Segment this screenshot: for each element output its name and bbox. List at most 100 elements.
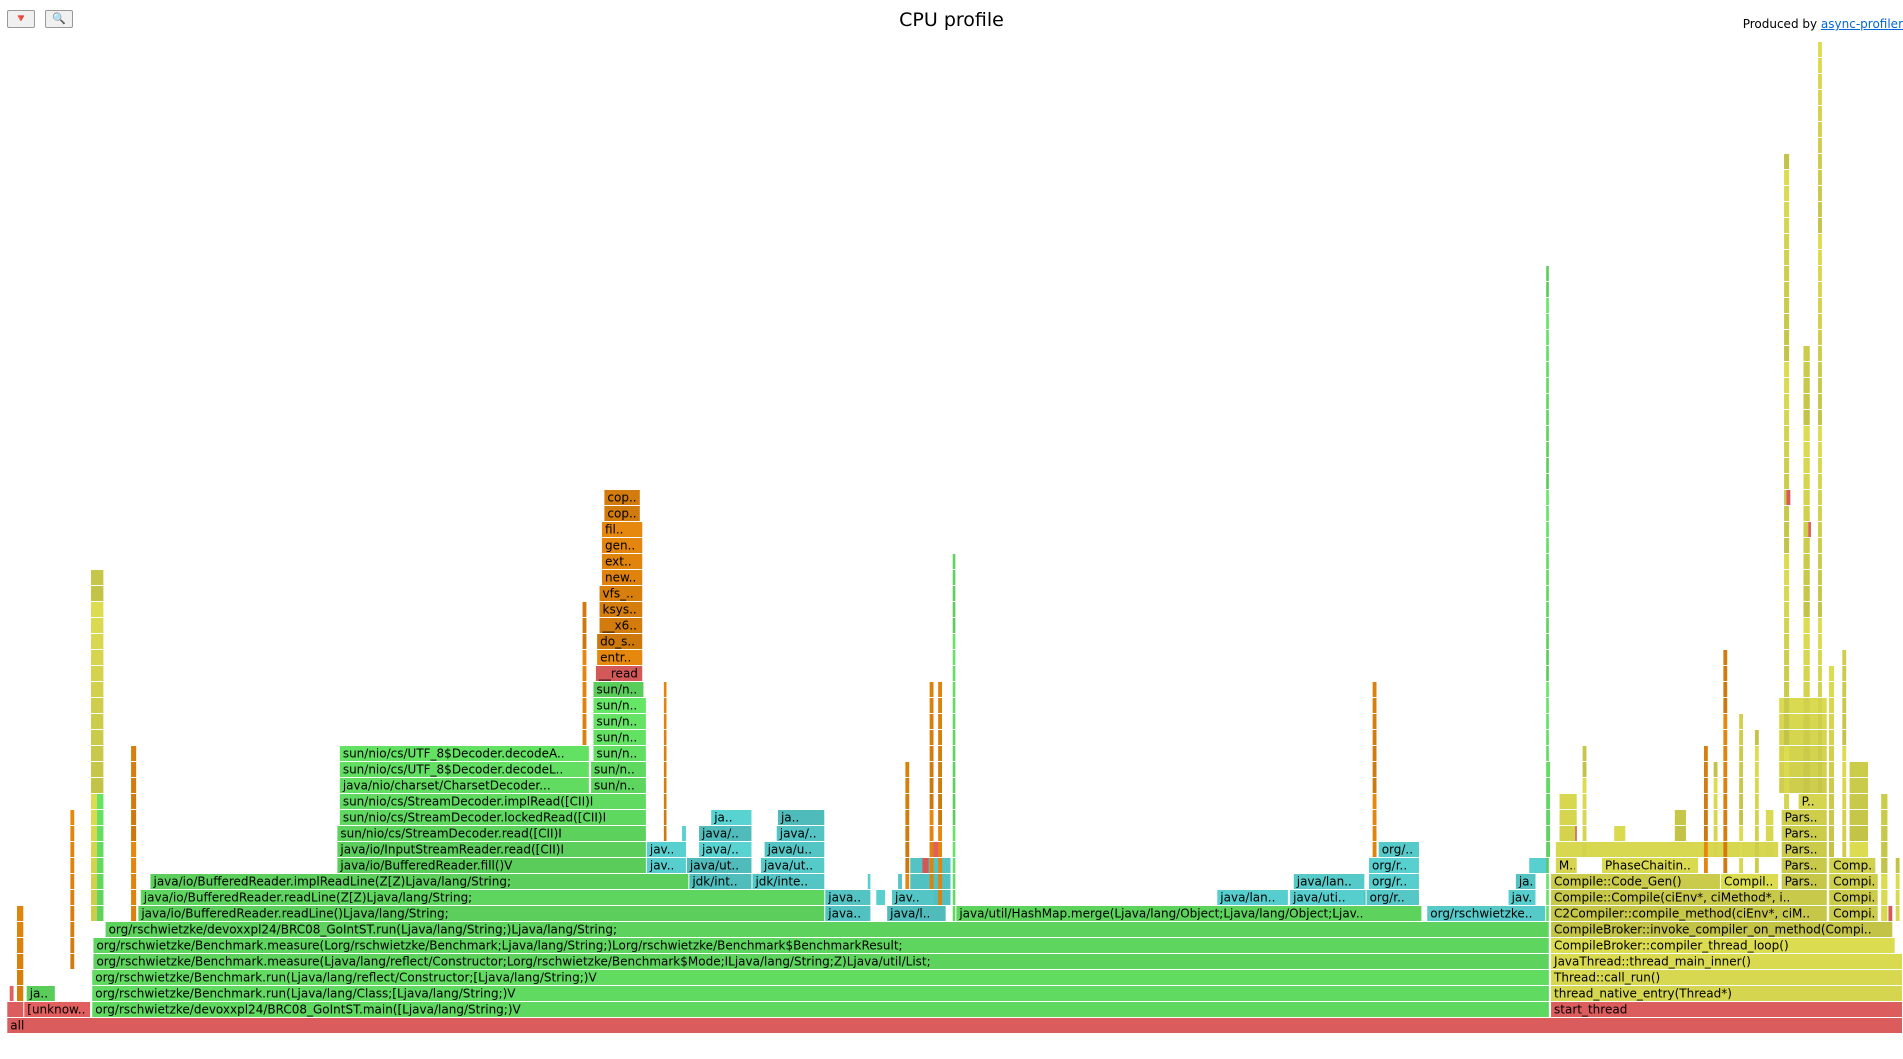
frame[interactable] (138, 906, 825, 921)
frame[interactable] (1803, 346, 1810, 361)
frame[interactable] (1515, 874, 1536, 889)
frame[interactable] (663, 698, 667, 713)
frame[interactable] (952, 874, 956, 889)
frame[interactable] (1895, 890, 1900, 905)
frame[interactable] (92, 986, 1548, 1001)
frame[interactable] (1546, 682, 1549, 697)
frame[interactable] (1723, 666, 1728, 681)
frame[interactable] (93, 954, 1548, 969)
frame[interactable] (1546, 730, 1549, 745)
frame[interactable] (91, 586, 104, 601)
frame[interactable] (1842, 666, 1847, 681)
frame[interactable] (1372, 698, 1377, 713)
frame[interactable] (1818, 522, 1822, 537)
frame[interactable] (1546, 586, 1549, 601)
frame[interactable] (1293, 874, 1365, 889)
frame[interactable] (1803, 378, 1810, 393)
frame[interactable] (905, 778, 910, 793)
frame[interactable] (1739, 826, 1744, 841)
frame[interactable] (1818, 762, 1822, 777)
frame[interactable] (1546, 634, 1549, 649)
frame[interactable] (1849, 778, 1869, 793)
frame[interactable] (1784, 266, 1790, 281)
frame[interactable] (686, 858, 752, 873)
frame[interactable] (1739, 714, 1744, 729)
reverse-button[interactable]: 🔻 (7, 10, 35, 28)
frame[interactable] (952, 794, 956, 809)
credit-link[interactable]: async-profiler (1820, 17, 1903, 31)
frame[interactable] (1830, 890, 1878, 905)
frame[interactable] (1818, 490, 1822, 505)
frame[interactable] (663, 746, 667, 761)
frame[interactable] (582, 682, 587, 697)
frame[interactable] (1818, 458, 1822, 473)
frame[interactable] (1546, 666, 1549, 681)
frame[interactable] (1723, 858, 1728, 873)
frame[interactable] (1372, 714, 1377, 729)
frame[interactable] (582, 634, 587, 649)
frame[interactable] (1582, 778, 1587, 793)
frame[interactable] (97, 794, 104, 809)
frame[interactable] (1529, 858, 1548, 873)
frame[interactable] (1559, 794, 1577, 809)
frame[interactable] (597, 634, 643, 649)
frame[interactable] (905, 810, 910, 825)
frame[interactable] (1818, 330, 1822, 345)
frame[interactable] (1546, 506, 1549, 521)
frame[interactable] (1546, 458, 1549, 473)
frame[interactable] (337, 826, 646, 841)
frame[interactable] (1703, 842, 1708, 857)
frame[interactable] (929, 762, 934, 777)
frame[interactable] (582, 698, 587, 713)
frame[interactable] (1881, 826, 1888, 841)
frame[interactable] (1739, 730, 1744, 745)
frame[interactable] (929, 746, 934, 761)
frame[interactable] (1217, 890, 1288, 905)
frame[interactable] (70, 890, 75, 905)
frame[interactable] (1818, 778, 1822, 793)
frame[interactable] (1582, 810, 1587, 825)
frame[interactable] (1818, 378, 1822, 393)
frame[interactable] (7, 1002, 24, 1017)
frame[interactable] (1784, 650, 1790, 665)
frame[interactable] (1784, 506, 1790, 521)
frame[interactable] (1818, 666, 1822, 681)
frame[interactable] (1614, 826, 1626, 841)
frame[interactable] (1818, 698, 1822, 713)
frame[interactable] (1784, 346, 1790, 361)
frame[interactable] (952, 810, 956, 825)
frame[interactable] (952, 554, 956, 569)
frame[interactable] (16, 906, 24, 921)
frame[interactable] (131, 810, 137, 825)
frame[interactable] (952, 730, 956, 745)
frame[interactable] (1803, 698, 1810, 713)
frame[interactable] (776, 826, 825, 841)
frame[interactable] (1803, 426, 1810, 441)
frame[interactable] (1508, 890, 1536, 905)
frame[interactable] (1786, 490, 1791, 505)
frame[interactable] (699, 826, 752, 841)
frame[interactable] (582, 650, 587, 665)
frame[interactable] (91, 698, 104, 713)
frame[interactable] (1818, 250, 1822, 265)
frame[interactable] (1548, 762, 1551, 777)
frame[interactable] (593, 746, 646, 761)
frame[interactable] (1818, 202, 1822, 217)
frame[interactable] (1546, 378, 1549, 393)
frame[interactable] (922, 858, 929, 873)
frame[interactable] (339, 778, 589, 793)
frame[interactable] (1546, 298, 1549, 313)
frame[interactable] (1582, 826, 1587, 841)
frame[interactable] (1818, 474, 1822, 489)
frame[interactable] (16, 986, 24, 1001)
frame[interactable] (601, 554, 643, 569)
frame[interactable] (97, 826, 104, 841)
frame[interactable] (1784, 410, 1790, 425)
frame[interactable] (711, 810, 752, 825)
frame[interactable] (1546, 890, 1549, 905)
frame[interactable] (1818, 266, 1822, 281)
frame[interactable] (938, 794, 943, 809)
frame[interactable] (582, 730, 587, 745)
frame[interactable] (582, 602, 587, 617)
frame[interactable] (1784, 666, 1790, 681)
